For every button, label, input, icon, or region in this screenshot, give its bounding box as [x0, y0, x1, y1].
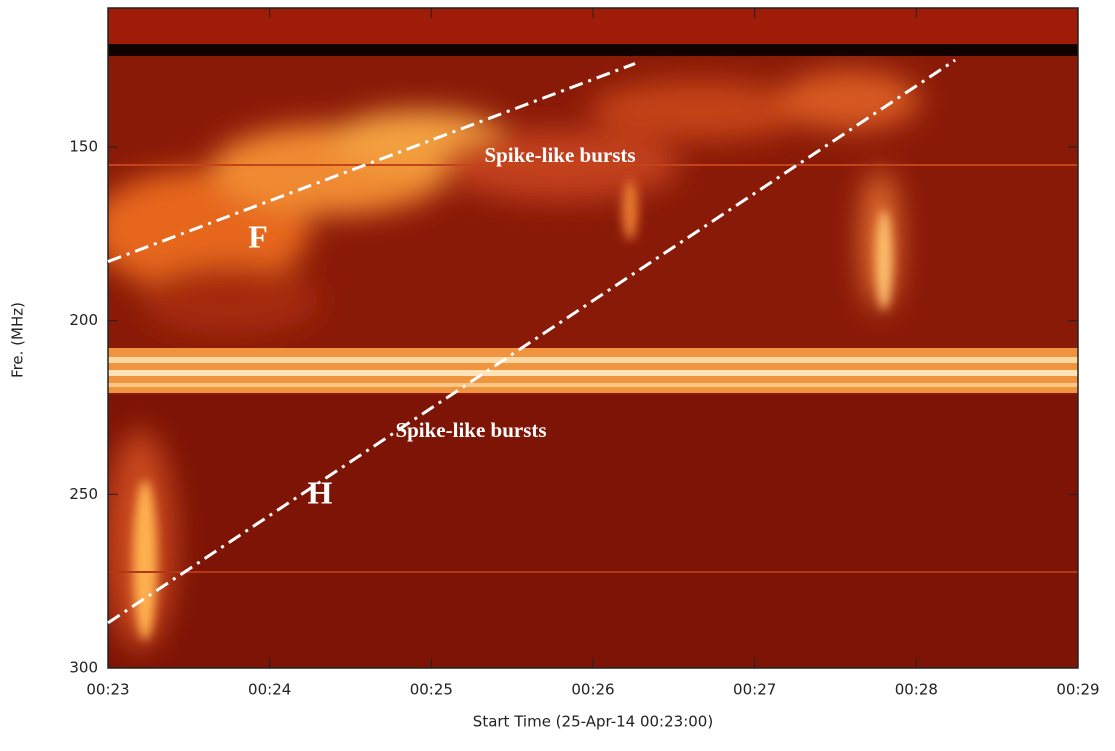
x-tick-label: 00:27	[733, 681, 776, 699]
x-axis-label: Start Time (25-Apr-14 00:23:00)	[473, 713, 713, 731]
x-tick-label: 00:24	[248, 681, 291, 699]
x-tick-label: 00:29	[1056, 681, 1099, 699]
fit-line	[107, 58, 956, 625]
x-tick-label: 00:28	[895, 681, 938, 699]
spectrogram-image	[108, 8, 1078, 668]
y-tick-label: 150	[69, 137, 98, 155]
annotation: Spike-like bursts	[484, 143, 635, 167]
y-axis-label: Fre. (MHz)	[9, 302, 27, 378]
x-tick-label: 00:26	[571, 681, 614, 699]
x-tick-label: 00:25	[410, 681, 453, 699]
x-tick-label: 00:23	[86, 681, 129, 699]
annotation: H	[308, 474, 333, 510]
annotation: F	[248, 218, 268, 254]
annotation: Spike-like bursts	[395, 418, 546, 442]
y-tick-label: 300	[69, 659, 98, 677]
fit-line	[107, 62, 636, 263]
y-tick-label: 200	[69, 311, 98, 329]
y-tick-label: 250	[69, 485, 98, 503]
